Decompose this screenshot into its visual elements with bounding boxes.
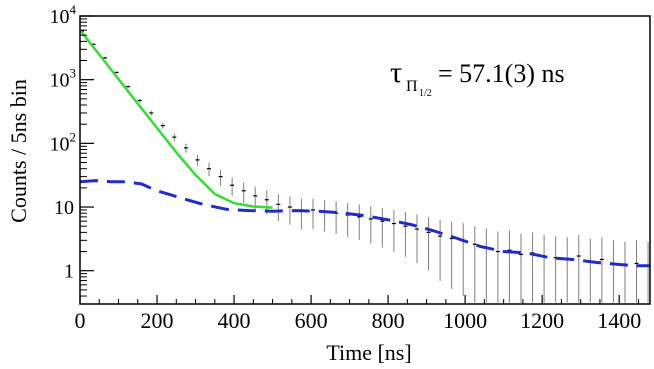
x-tick-label: 800 [372, 308, 405, 333]
annotation-tau: τ [390, 56, 402, 89]
x-tick-label: 1200 [520, 308, 564, 333]
ticks-layer: 0 200 400 600 800 1000 1200 1400 1 10 102 103 104 [50, 2, 642, 333]
y-axis-label: Counts / 5ns bin [6, 79, 31, 223]
annotation-subscript: Π [406, 78, 418, 95]
y-tick-label: 1 [64, 261, 74, 283]
y-tick-label: 104 [50, 2, 77, 28]
x-tick-label: 600 [295, 308, 328, 333]
fit-curve [79, 29, 273, 209]
x-axis-label: Time [ns] [326, 340, 411, 364]
x-tick-label: 200 [141, 308, 174, 333]
x-tick-label: 1000 [443, 308, 487, 333]
frame-layer [79, 15, 651, 305]
x-tick-label: 0 [75, 308, 86, 333]
y-tick-label: 10 [54, 197, 74, 219]
x-tick-label: 400 [218, 308, 251, 333]
x-tick-label: 1400 [597, 308, 641, 333]
y-tick-label: 103 [50, 66, 77, 92]
annotation-subsubscript: 1/2 [419, 88, 432, 99]
lifetime-annotation: τ Π 1/2 = 57.1(3) ns [390, 56, 565, 99]
plot-frame [79, 15, 651, 305]
marks-layer [79, 29, 651, 303]
background-curve [79, 179, 650, 268]
annotation-value: = 57.1(3) ns [438, 59, 565, 88]
y-tick-label: 102 [50, 129, 77, 155]
